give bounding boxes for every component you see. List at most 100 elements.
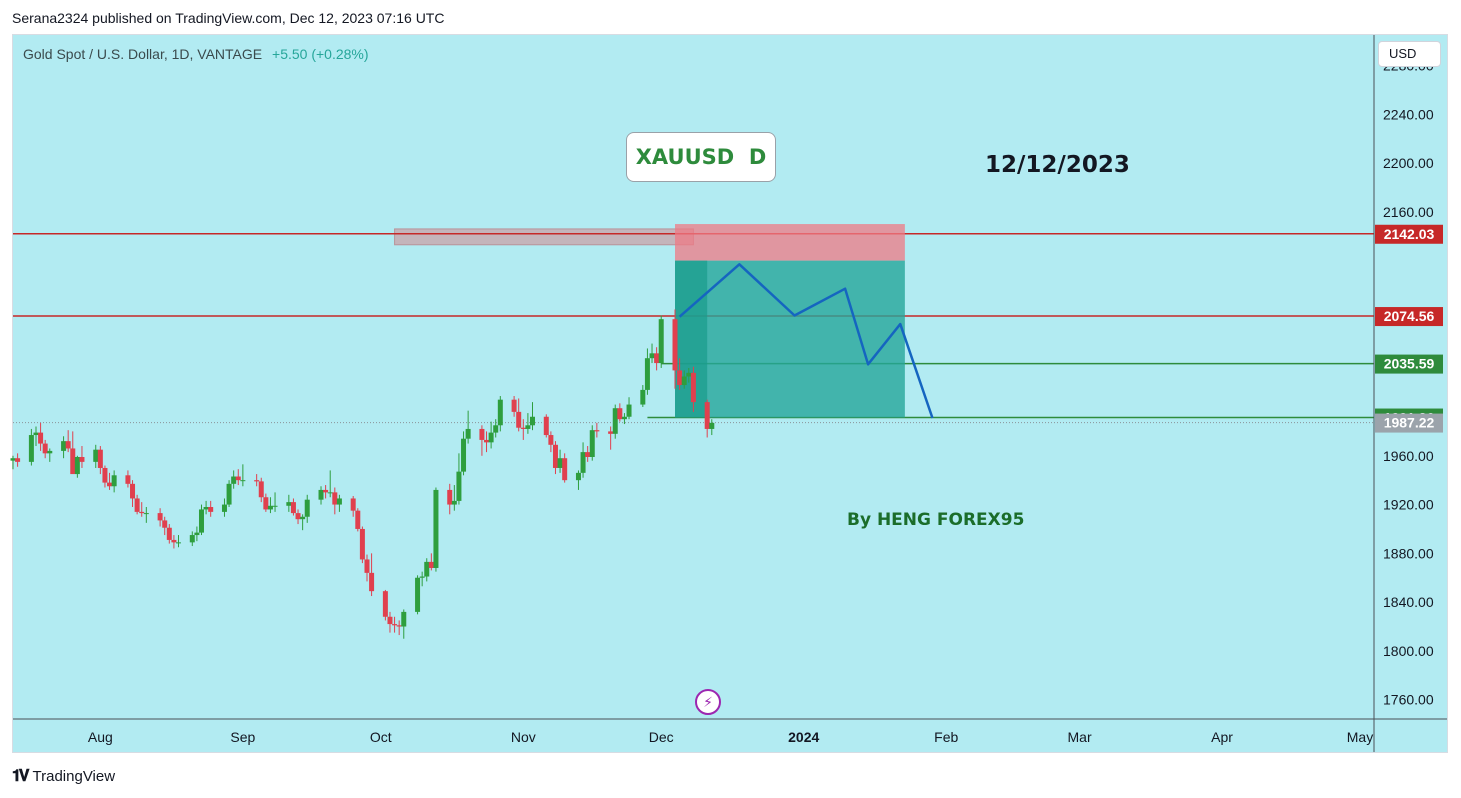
candle xyxy=(465,410,471,444)
candle-body xyxy=(70,448,76,475)
candle xyxy=(552,441,558,475)
candle xyxy=(608,426,614,450)
price-tag-box xyxy=(1375,307,1443,327)
candle xyxy=(401,609,407,639)
candle-body xyxy=(626,404,632,417)
candle-body xyxy=(704,402,710,429)
chart-title-label[interactable]: XAUUSD D xyxy=(626,132,776,182)
candle-body xyxy=(575,472,581,481)
candle-body xyxy=(318,489,324,500)
candle xyxy=(203,500,209,515)
y-tick-label: 1920.00 xyxy=(1383,497,1434,513)
y-tick-label: 1800.00 xyxy=(1383,643,1434,659)
candle xyxy=(658,315,664,368)
candle-body xyxy=(42,443,48,454)
candle xyxy=(617,403,623,422)
take-profit-zone xyxy=(675,260,905,418)
candle-body xyxy=(97,449,103,468)
candle-body xyxy=(456,471,462,501)
candle-body xyxy=(111,475,117,487)
candle xyxy=(525,413,531,434)
stop-loss-zone xyxy=(675,224,905,261)
candle-body xyxy=(392,624,398,626)
candle xyxy=(93,444,99,468)
candle xyxy=(484,431,490,453)
candle xyxy=(240,464,246,487)
y-tick-label: 2200.00 xyxy=(1383,155,1434,171)
candle-body xyxy=(419,576,425,578)
candle xyxy=(428,553,434,571)
x-tick-label: Aug xyxy=(88,729,113,745)
candle-body xyxy=(157,513,163,521)
candle-body xyxy=(102,467,108,483)
candle-body xyxy=(520,427,526,429)
candle xyxy=(74,455,80,478)
currency-button[interactable]: USD xyxy=(1378,41,1441,67)
candle xyxy=(290,498,296,516)
candle-body xyxy=(47,450,53,454)
y-tick-label: 1760.00 xyxy=(1383,692,1434,708)
candle-body xyxy=(677,370,683,386)
author-label[interactable]: By HENG FOREX95 xyxy=(847,510,1025,530)
candle xyxy=(621,413,627,425)
candle xyxy=(585,446,591,462)
candle xyxy=(516,398,522,432)
candle-body xyxy=(166,527,172,540)
candle xyxy=(198,504,204,536)
candle xyxy=(162,516,168,536)
candle xyxy=(461,431,467,476)
x-tick-label: 2024 xyxy=(788,729,819,745)
candle xyxy=(672,309,678,389)
candle-body xyxy=(654,353,660,364)
candle-body xyxy=(594,430,600,432)
candle-body xyxy=(617,408,623,420)
candle xyxy=(263,493,269,512)
candle xyxy=(447,483,453,515)
candle-body xyxy=(189,535,195,543)
candle-body xyxy=(672,319,678,371)
y-tick-label: 1840.00 xyxy=(1383,594,1434,610)
candle-body xyxy=(511,399,517,412)
candle xyxy=(189,531,195,547)
candle xyxy=(387,611,393,633)
price-tag-box xyxy=(1375,224,1443,244)
candle xyxy=(529,402,535,431)
candle-body xyxy=(226,483,232,505)
symbol-legend[interactable]: Gold Spot / U.S. Dollar, 1D, VANTAGE +5.… xyxy=(23,46,369,62)
candle-body xyxy=(649,353,655,359)
candle xyxy=(295,509,301,525)
candle-body xyxy=(497,399,503,426)
candle-body xyxy=(93,449,99,462)
candle-body xyxy=(686,372,692,377)
chart-date-label[interactable]: 12/12/2023 xyxy=(985,152,1130,178)
candle-body xyxy=(355,510,361,529)
candle xyxy=(419,571,425,587)
candle xyxy=(479,425,485,456)
candle xyxy=(557,449,563,473)
candle-body xyxy=(644,358,650,390)
candle-body xyxy=(286,502,292,506)
candle xyxy=(97,446,103,475)
lightning-icon[interactable]: ⚡ xyxy=(695,689,721,715)
candle xyxy=(208,500,214,517)
candle xyxy=(157,508,163,527)
tradingview-logo[interactable]: 𝟏𝐕 TradingView xyxy=(12,766,115,786)
candle-body xyxy=(401,611,407,627)
candle xyxy=(15,453,21,467)
candle-body xyxy=(336,498,342,505)
candle xyxy=(681,370,687,389)
x-tick-label: Apr xyxy=(1211,729,1233,745)
candle xyxy=(359,526,365,564)
candle xyxy=(336,494,342,512)
candle xyxy=(369,553,375,597)
price-tag-resistance: 2074.56 xyxy=(1375,307,1443,327)
candle-body xyxy=(350,498,356,511)
candle xyxy=(47,448,53,462)
candle-body xyxy=(304,499,310,517)
candle-body xyxy=(203,507,209,510)
candle-body xyxy=(658,319,664,364)
candle-body xyxy=(562,458,568,481)
candle-body xyxy=(396,625,402,627)
candle-body xyxy=(612,408,618,434)
